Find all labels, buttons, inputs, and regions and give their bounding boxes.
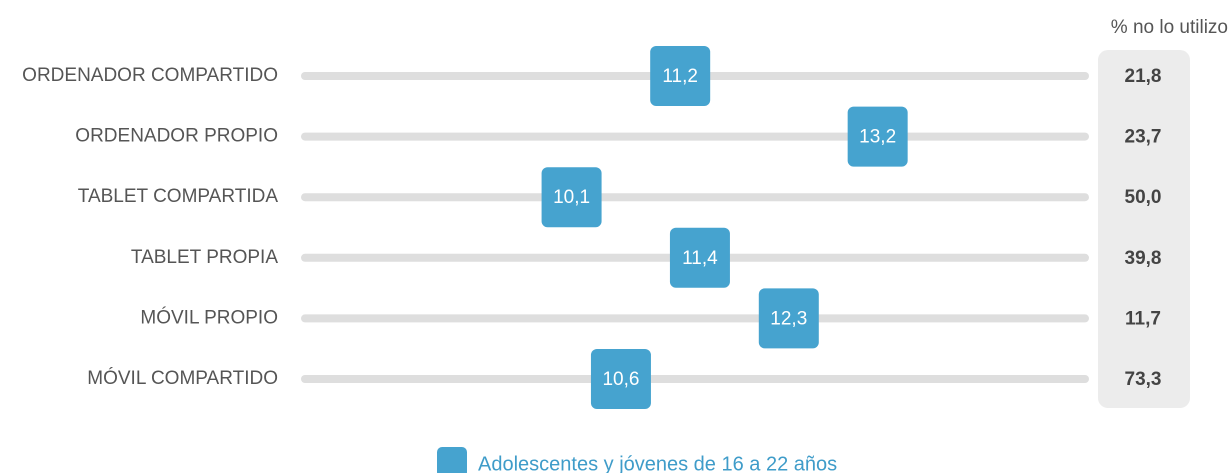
category-label: ORDENADOR PROPIO: [75, 126, 278, 147]
dot-marker: [541, 167, 602, 228]
dot-marker: [847, 106, 908, 167]
category-label: ORDENADOR COMPARTIDO: [22, 65, 278, 86]
category-label: MÓVIL COMPARTIDO: [87, 367, 278, 389]
value-label: 11,4: [682, 248, 718, 269]
category-label: TABLET PROPIA: [131, 247, 278, 268]
value-label: 13,2: [859, 127, 896, 148]
no-use-value: 73,3: [1125, 369, 1162, 390]
value-label: 10,6: [602, 369, 639, 390]
legend-swatch: [437, 447, 467, 473]
no-use-header: % no lo utilizo: [1111, 17, 1228, 38]
no-use-value: 39,8: [1125, 248, 1162, 269]
no-use-value: 11,7: [1125, 308, 1161, 329]
dot-marker: [758, 288, 819, 349]
dot-marker: [590, 349, 651, 409]
no-use-value: 21,8: [1125, 66, 1162, 87]
value-label: 10,1: [553, 187, 590, 208]
dot-marker: [669, 227, 730, 288]
value-label: 12,3: [770, 308, 807, 329]
value-label: 11,2: [662, 66, 698, 87]
no-use-value: 23,7: [1125, 127, 1162, 148]
legend-label: Adolescentes y jóvenes de 16 a 22 años: [478, 453, 837, 473]
no-use-value: 50,0: [1125, 187, 1162, 208]
category-label: MÓVIL PROPIO: [140, 306, 278, 328]
no-use-panel: [1098, 50, 1190, 408]
category-label: TABLET COMPARTIDA: [78, 186, 279, 207]
dot-marker: [650, 46, 711, 106]
